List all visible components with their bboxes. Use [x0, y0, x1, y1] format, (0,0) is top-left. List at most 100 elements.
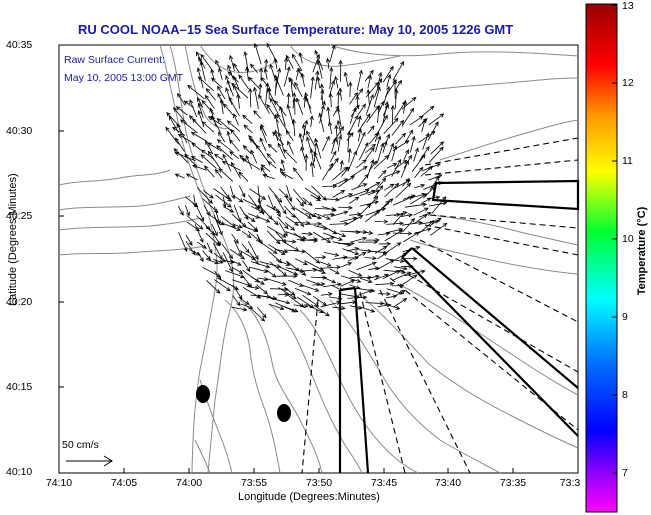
current-vector [320, 266, 341, 269]
current-vector [186, 215, 203, 230]
current-vector [201, 121, 215, 133]
current-vector-head [378, 185, 384, 190]
current-vector-head [218, 168, 224, 173]
current-vector-head [214, 260, 220, 265]
current-vector-head [254, 285, 260, 290]
current-vector [350, 166, 368, 178]
current-vector [205, 232, 220, 246]
current-vector-head [192, 118, 197, 123]
current-vector [220, 186, 230, 199]
current-vector-head [279, 306, 285, 310]
current-vector [228, 97, 240, 117]
current-vector [310, 77, 314, 99]
current-vector [414, 167, 424, 179]
current-vector [366, 182, 380, 190]
current-vector-head [308, 231, 314, 236]
current-vector-head [313, 151, 318, 157]
current-vector [360, 201, 379, 207]
current-vector-head [378, 77, 383, 83]
current-vector-head [225, 287, 231, 292]
scale-arrow-label: 50 cm/s [62, 439, 99, 451]
current-vector-head [292, 97, 297, 102]
current-vector-head [334, 270, 340, 275]
current-vector [431, 196, 447, 214]
current-vector-head [397, 79, 403, 85]
current-vector-head [306, 136, 311, 142]
current-vector-head [176, 92, 182, 98]
current-vector [391, 120, 404, 136]
current-vector [187, 85, 205, 100]
current-vector [269, 261, 287, 277]
current-vector [185, 240, 196, 255]
current-vector-head [361, 103, 366, 109]
current-vector [391, 159, 402, 177]
current-vector-head [328, 162, 334, 168]
current-vector-head [242, 307, 248, 312]
y-axis-title: Latitude (Degrees:Minutes) [7, 173, 19, 306]
current-vector-head [240, 255, 246, 260]
current-vector [306, 131, 315, 146]
current-vector-head [267, 143, 273, 149]
current-vector [296, 197, 304, 207]
current-vector-head [275, 208, 281, 213]
current-vector-head [262, 313, 267, 319]
current-vector [331, 231, 346, 237]
current-vector [314, 50, 324, 70]
current-vector [413, 207, 429, 216]
colorbar-ticks [612, 4, 617, 474]
current-vector-head [199, 257, 204, 262]
current-vector [259, 261, 281, 268]
current-vector [278, 222, 288, 237]
current-vector-head [287, 140, 291, 146]
current-vector [367, 275, 380, 279]
current-vector-head [286, 92, 291, 98]
x-axis-title: Longitude (Degrees:Minutes) [238, 491, 380, 503]
current-vector [270, 64, 276, 81]
current-vector-head [411, 135, 416, 141]
current-vector-head [373, 239, 379, 245]
current-vector-head [394, 182, 400, 188]
current-vector-head [202, 244, 207, 249]
current-vector-head [265, 82, 270, 88]
current-vector-head [195, 51, 200, 57]
current-vector-head [347, 148, 352, 153]
current-vector [358, 289, 373, 296]
current-vector [242, 260, 251, 272]
current-vector-head [238, 171, 243, 177]
current-vector-head [408, 213, 414, 218]
current-vector-head [386, 85, 390, 91]
current-vector-head [361, 131, 366, 137]
current-vector-head [294, 221, 299, 226]
current-vector-head [358, 88, 364, 93]
current-vector-head [295, 97, 300, 103]
current-vector [402, 246, 420, 253]
current-vector [299, 133, 304, 151]
current-vector [215, 194, 232, 208]
current-vector [281, 172, 294, 180]
current-vector [311, 185, 327, 201]
current-vector-head [269, 97, 274, 103]
current-vector [229, 259, 242, 266]
current-vector-head [361, 252, 367, 256]
current-vector-head [198, 225, 204, 230]
current-vector-head [392, 78, 398, 84]
y-tick-label: 40:20 [6, 296, 33, 308]
current-vector-head [291, 53, 296, 59]
current-vector-head [190, 156, 196, 161]
current-vector [365, 143, 376, 154]
buoy-marker [277, 404, 291, 422]
current-vector [196, 241, 207, 249]
current-vector-head [315, 259, 321, 264]
current-vector-head [242, 114, 247, 120]
current-vector-head [434, 121, 439, 127]
current-vector [243, 276, 252, 288]
current-vector [377, 101, 384, 114]
current-vector [330, 151, 337, 162]
current-vector-head [390, 104, 395, 110]
current-vector-head [343, 255, 348, 260]
current-vector-head [200, 154, 206, 159]
current-vector [349, 213, 361, 216]
current-vector-head [206, 255, 212, 261]
current-vector [359, 306, 375, 313]
current-vector-head [380, 142, 385, 148]
